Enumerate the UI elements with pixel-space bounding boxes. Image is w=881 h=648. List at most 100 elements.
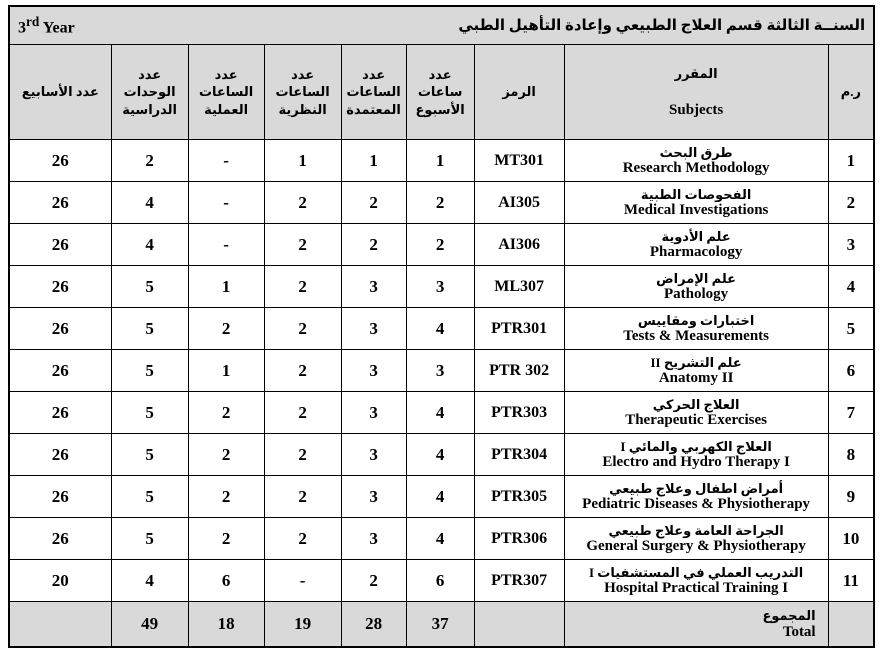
subject-cell: أمراض اطفال وعلاج طبيعي Pediatric Diseas… [563, 475, 829, 519]
units-cell: 5 [110, 391, 189, 435]
practical-hours-cell: 2 [187, 517, 265, 561]
code-cell: AI306 [473, 223, 565, 267]
total-practical-hours-cell: 18 [187, 601, 265, 648]
col-header-weekly-hours: عدد ساعات الأسبوع [405, 43, 475, 141]
subject-name-ar: طرق البحث [659, 144, 733, 160]
col-header-subjects: المقرر Subjects [563, 43, 829, 141]
total-label-cell: المجموع Total [563, 601, 829, 648]
units-cell: 4 [110, 181, 189, 225]
subject-cell: علم الأدوية Pharmacology [563, 223, 829, 267]
theory-hours-cell: 2 [263, 517, 342, 561]
subject-name-ar: علم الإمراض [656, 270, 737, 286]
title-band-cell: السنــة الثالثة قسم العلاج الطبيعي وإعاد… [8, 5, 875, 45]
subject-name-en: Pharmacology [649, 244, 743, 261]
theory-hours-cell: 2 [263, 181, 342, 225]
theory-hours-cell: 2 [263, 307, 342, 351]
col-header-code: الرمز [473, 43, 565, 141]
weeks-cell: 26 [8, 307, 112, 351]
department-title: السنــة الثالثة قسم العلاج الطبيعي وإعاد… [458, 17, 866, 34]
table-row: 9 أمراض اطفال وعلاج طبيعي Pediatric Dise… [8, 475, 875, 519]
theory-hours-cell: 2 [263, 433, 342, 477]
subject-cell: العلاج الكهربي والمائي I Electro and Hyd… [563, 433, 829, 477]
table-row: 6 علم التشريح II Anatomy II PTR 302 3 3 … [8, 349, 875, 393]
practical-hours-cell: 2 [187, 391, 265, 435]
credit-hours-cell: 1 [340, 139, 407, 183]
row-number-cell: 6 [827, 349, 875, 393]
subject-name-ar: الفحوصات الطبية [640, 186, 752, 202]
table-row: 5 اختبارات ومقاييس Tests & Measurements … [8, 307, 875, 351]
subject-name-en: Anatomy II [658, 370, 734, 387]
curriculum-table: السنــة الثالثة قسم العلاج الطبيعي وإعاد… [8, 5, 876, 648]
practical-hours-cell: 1 [187, 349, 265, 393]
theory-hours-cell: 2 [263, 391, 342, 435]
weekly-hours-cell: 3 [405, 349, 475, 393]
total-units-cell: 49 [110, 601, 189, 648]
table-row: 2 الفحوصات الطبية Medical Investigations… [8, 181, 875, 225]
credit-hours-cell: 3 [340, 517, 407, 561]
credit-hours-cell: 3 [340, 307, 407, 351]
subject-name-ar: الجراحة العامة وعلاج طبيعي [608, 522, 784, 538]
code-cell: PTR 302 [473, 349, 565, 393]
row-number-cell: 10 [827, 517, 875, 561]
subject-cell: طرق البحث Research Methodology [563, 139, 829, 183]
subject-cell: الفحوصات الطبية Medical Investigations [563, 181, 829, 225]
row-number-cell: 3 [827, 223, 875, 267]
code-cell: ML307 [473, 265, 565, 309]
table-row: 10 الجراحة العامة وعلاج طبيعي General Su… [8, 517, 875, 561]
table-row: 4 علم الإمراض Pathology ML307 3 3 2 1 5 … [8, 265, 875, 309]
practical-hours-cell: - [187, 223, 265, 267]
col-header-num: ر.م [827, 43, 875, 141]
subject-name-en: Research Methodology [622, 160, 770, 177]
weekly-hours-cell: 2 [405, 223, 475, 267]
code-cell: PTR305 [473, 475, 565, 519]
row-number-cell: 1 [827, 139, 875, 183]
subject-name-en: Tests & Measurements [623, 328, 770, 345]
weekly-hours-cell: 4 [405, 391, 475, 435]
subject-name-ar: علم التشريح II [650, 354, 742, 370]
weeks-cell: 26 [8, 139, 112, 183]
col-header-credit-hours: عدد الساعات المعتمدة [340, 43, 407, 141]
code-cell: MT301 [473, 139, 565, 183]
units-cell: 5 [110, 265, 189, 309]
code-cell: PTR304 [473, 433, 565, 477]
code-cell: PTR301 [473, 307, 565, 351]
total-num-cell [827, 601, 875, 648]
col-header-weeks: عدد الأسابيع [8, 43, 112, 141]
year-label: 3rd Year [18, 13, 75, 37]
credit-hours-cell: 2 [340, 181, 407, 225]
weeks-cell: 26 [8, 391, 112, 435]
weeks-cell: 26 [8, 181, 112, 225]
theory-hours-cell: 2 [263, 475, 342, 519]
total-theory-hours-cell: 19 [263, 601, 342, 648]
theory-hours-cell: 2 [263, 265, 342, 309]
subject-name-en: Electro and Hydro Therapy I [602, 454, 790, 471]
total-credit-hours-cell: 28 [340, 601, 407, 648]
code-cell: AI305 [473, 181, 565, 225]
total-label-en: Total [782, 623, 816, 640]
units-cell: 5 [110, 433, 189, 477]
practical-hours-cell: 2 [187, 307, 265, 351]
subject-name-en: General Surgery & Physiotherapy [586, 538, 806, 555]
row-number-cell: 5 [827, 307, 875, 351]
total-code-cell [473, 601, 565, 648]
weekly-hours-cell: 4 [405, 433, 475, 477]
weeks-cell: 26 [8, 475, 112, 519]
subject-name-ar: أمراض اطفال وعلاج طبيعي [609, 480, 784, 496]
weeks-cell: 26 [8, 265, 112, 309]
col-header-practical-hours: عدد الساعات العملية [187, 43, 265, 141]
units-cell: 5 [110, 517, 189, 561]
credit-hours-cell: 3 [340, 349, 407, 393]
subject-cell: اختبارات ومقاييس Tests & Measurements [563, 307, 829, 351]
subject-name-en: Pathology [664, 286, 729, 303]
weeks-cell: 26 [8, 517, 112, 561]
practical-hours-cell: 2 [187, 433, 265, 477]
weeks-cell: 26 [8, 349, 112, 393]
total-weeks-cell [8, 601, 112, 648]
weeks-cell: 26 [8, 223, 112, 267]
units-cell: 4 [110, 223, 189, 267]
subject-name-en: Therapeutic Exercises [625, 412, 767, 429]
subject-name-en: Medical Investigations [623, 202, 769, 219]
subject-name-ar: العلاج الكهربي والمائي I [620, 438, 772, 454]
table-row: 3 علم الأدوية Pharmacology AI306 2 2 2 -… [8, 223, 875, 267]
subject-cell: العلاج الحركي Therapeutic Exercises [563, 391, 829, 435]
